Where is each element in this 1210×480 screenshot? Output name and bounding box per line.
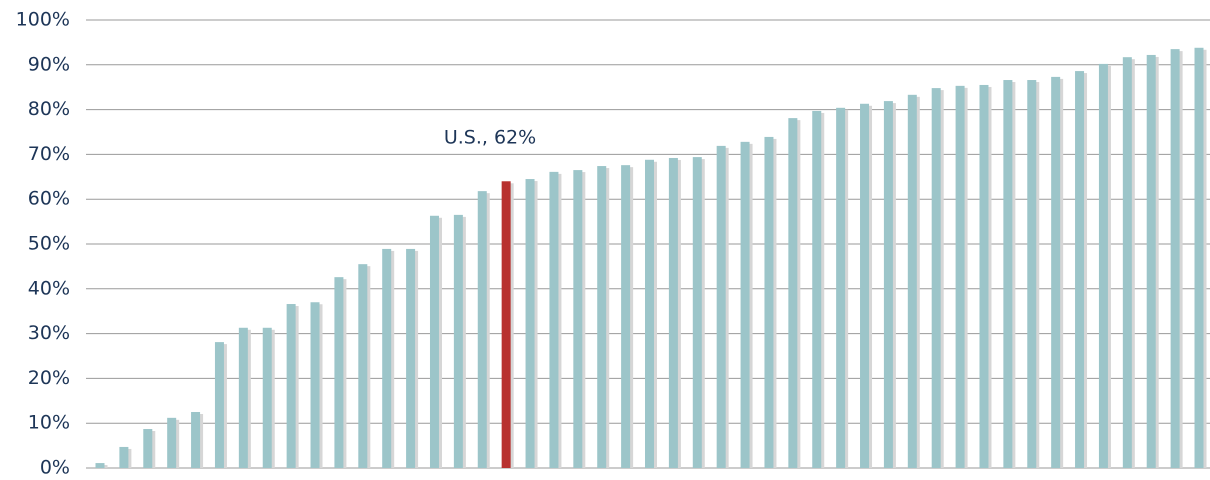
bar: [286, 304, 296, 468]
bar: [979, 84, 989, 469]
bar: [143, 429, 153, 468]
bar: [764, 136, 774, 469]
bar: [692, 157, 702, 468]
bar: [883, 101, 893, 468]
bar: [836, 107, 846, 469]
bar: [1075, 71, 1085, 469]
y-tick-label: 80%: [28, 98, 70, 120]
bar: [167, 417, 177, 468]
y-tick-label: 50%: [28, 233, 70, 255]
annotation: U.S., 62%: [444, 127, 536, 149]
bar: [597, 166, 607, 468]
bar: [477, 191, 487, 469]
bar: [191, 412, 201, 468]
y-tick-label: 70%: [28, 143, 70, 165]
bar: [358, 264, 368, 468]
bar: [1170, 49, 1180, 469]
bar: [1146, 54, 1156, 468]
y-tick-label: 90%: [28, 53, 70, 75]
bar: [931, 88, 941, 468]
bar: [406, 248, 416, 468]
bar: [860, 103, 870, 468]
bar: [119, 446, 129, 468]
bar: [525, 179, 535, 469]
y-tick-label: 100%: [16, 9, 70, 31]
bar: [788, 118, 798, 468]
y-tick-label: 20%: [28, 367, 70, 389]
bar: [907, 94, 917, 468]
bar: [573, 170, 583, 468]
bar: [549, 171, 559, 468]
y-tick-label: 40%: [28, 277, 70, 299]
y-tick-label: 0%: [40, 457, 70, 479]
bar: [955, 85, 965, 468]
bar: [95, 463, 105, 468]
bar: [334, 277, 344, 468]
bar: [1194, 47, 1204, 468]
bar: [429, 215, 439, 468]
bar: [645, 159, 654, 468]
bar: [1003, 80, 1013, 469]
bar: [501, 181, 511, 468]
y-tick-label: 30%: [28, 322, 70, 344]
bar: [621, 165, 631, 469]
bar: [238, 327, 248, 468]
bar: [1122, 57, 1132, 469]
bar: [668, 157, 678, 468]
bar: [716, 145, 726, 468]
bar: [740, 141, 750, 468]
y-tick-label: 60%: [28, 188, 70, 210]
bar: [382, 248, 392, 468]
bar: [1098, 63, 1108, 469]
bar: [1027, 80, 1037, 469]
bar: [310, 302, 320, 468]
bar: [812, 110, 822, 468]
bar: [1051, 76, 1061, 469]
bar: [262, 327, 272, 468]
bar: [453, 214, 463, 468]
bar: [214, 342, 224, 468]
y-tick-label: 10%: [28, 412, 70, 434]
